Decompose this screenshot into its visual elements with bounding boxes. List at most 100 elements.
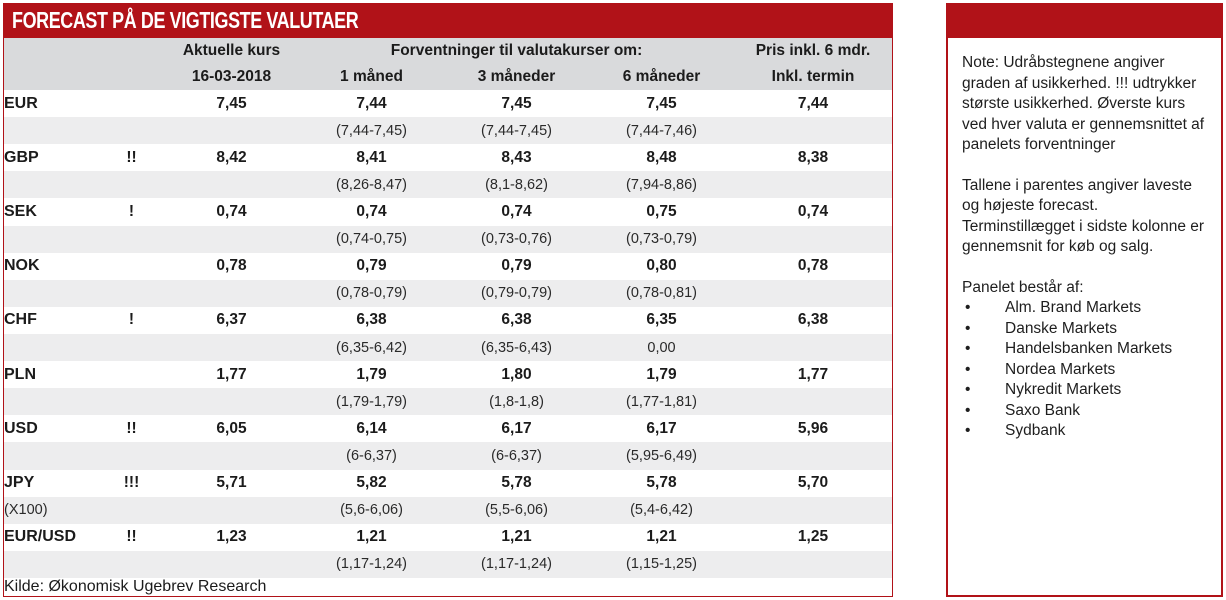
current-rate: 1,77 — [164, 361, 299, 389]
range-6m: (1,77-1,81) — [589, 388, 735, 416]
forecast-6m: 0,80 — [589, 252, 735, 280]
uncertainty-marks: !!! — [99, 469, 164, 497]
currency-subnote — [4, 388, 99, 416]
currency-subnote — [4, 225, 99, 253]
current-rate: 1,23 — [164, 523, 299, 551]
list-item: Saxo Bank — [962, 401, 1211, 422]
forecast-6m: 5,78 — [589, 469, 735, 497]
forecast-1m: 7,44 — [299, 90, 444, 118]
list-item: Danske Markets — [962, 319, 1211, 340]
range-3m: (1,17-1,24) — [444, 550, 589, 578]
empty-cell — [164, 171, 299, 199]
empty-cell — [164, 388, 299, 416]
header-termin: Inkl. termin — [734, 64, 892, 90]
header-empty — [99, 64, 164, 90]
empty-cell — [99, 496, 164, 524]
table-row-range: (8,26-8,47) (8,1-8,62) (7,94-8,86) — [4, 171, 892, 199]
empty-cell — [164, 333, 299, 362]
forecast-6m: 6,35 — [589, 306, 735, 334]
range-3m: (0,73-0,76) — [444, 225, 589, 253]
range-3m: (1,8-1,8) — [444, 388, 589, 416]
panel-member-label: Saxo Bank — [1005, 401, 1080, 419]
currency-code: EUR — [4, 90, 99, 118]
empty-cell — [99, 388, 164, 416]
note-panel: Note: Udråbstegnene angiver graden af us… — [946, 3, 1223, 597]
currency-code: EUR/USD — [4, 523, 99, 551]
forecast-3m: 0,74 — [444, 198, 589, 226]
forecast-3m: 8,43 — [444, 144, 589, 172]
range-6m: (7,94-8,86) — [589, 171, 735, 199]
range-6m: (5,4-6,42) — [589, 496, 735, 524]
empty-cell — [99, 550, 164, 578]
current-rate: 6,37 — [164, 306, 299, 334]
table-row-main: USD !! 6,05 6,14 6,17 6,17 5,96 — [4, 415, 892, 443]
forecast-table-box: Aktuelle kurs Forventninger til valutaku… — [3, 38, 893, 597]
bullet-icon — [962, 421, 1005, 442]
forecast-6m: 0,75 — [589, 198, 735, 226]
bullet-icon — [962, 319, 1005, 340]
empty-cell — [164, 550, 299, 578]
forecast-3m: 6,17 — [444, 415, 589, 443]
termin-price: 1,25 — [734, 523, 892, 551]
range-3m: (6,35-6,43) — [444, 333, 589, 362]
range-3m: (7,44-7,45) — [444, 117, 589, 145]
empty-cell — [99, 442, 164, 470]
header-date: 16-03-2018 — [164, 64, 299, 90]
empty-cell — [734, 442, 892, 470]
empty-cell — [734, 279, 892, 307]
forecast-1m: 6,14 — [299, 415, 444, 443]
note-paragraph: Note: Udråbstegnene angiver graden af us… — [962, 54, 1205, 153]
currency-subnote — [4, 442, 99, 470]
range-1m: (6,35-6,42) — [299, 333, 444, 362]
forecast-3m: 1,80 — [444, 361, 589, 389]
termin-price: 6,38 — [734, 306, 892, 334]
forecast-1m: 8,41 — [299, 144, 444, 172]
range-1m: (0,78-0,79) — [299, 279, 444, 307]
range-1m: (1,79-1,79) — [299, 388, 444, 416]
range-1m: (1,17-1,24) — [299, 550, 444, 578]
currency-code: JPY — [4, 469, 99, 497]
uncertainty-marks: ! — [99, 198, 164, 226]
table-footer: Kilde: Økonomisk Ugebrev Research — [4, 578, 892, 596]
table-row-main: SEK ! 0,74 0,74 0,74 0,75 0,74 — [4, 198, 892, 226]
range-3m: (5,5-6,06) — [444, 496, 589, 524]
header-3-months: 3 måneder — [444, 64, 589, 90]
table-row-range: (6,35-6,42) (6,35-6,43) 0,00 — [4, 333, 892, 362]
panel-members-title: Panelet består af: — [962, 278, 1084, 296]
bullet-icon — [962, 298, 1005, 319]
currency-subnote — [4, 550, 99, 578]
table-row-range: (1,17-1,24) (1,17-1,24) (1,15-1,25) — [4, 550, 892, 578]
forecast-1m: 5,82 — [299, 469, 444, 497]
current-rate: 5,71 — [164, 469, 299, 497]
table-row-range: (6-6,37) (6-6,37) (5,95-6,49) — [4, 442, 892, 470]
forecast-1m: 1,21 — [299, 523, 444, 551]
range-6m: (5,95-6,49) — [589, 442, 735, 470]
range-6m: (0,73-0,79) — [589, 225, 735, 253]
range-6m: (0,78-0,81) — [589, 279, 735, 307]
table-row-range: (X100) (5,6-6,06) (5,5-6,06) (5,4-6,42) — [4, 496, 892, 524]
forecast-panel: FORECAST PÅ DE VIGTIGSTE VALUTAER Aktuel… — [3, 3, 893, 597]
panel-member-label: Sydbank — [1005, 422, 1066, 439]
forecast-6m: 1,79 — [589, 361, 735, 389]
range-6m: (1,15-1,25) — [589, 550, 735, 578]
range-1m: (8,26-8,47) — [299, 171, 444, 199]
table-row-range: (0,78-0,79) (0,79-0,79) (0,78-0,81) — [4, 279, 892, 307]
empty-cell — [734, 496, 892, 524]
forecast-6m: 6,17 — [589, 415, 735, 443]
empty-cell — [164, 225, 299, 253]
table-row-range: (1,79-1,79) (1,8-1,8) (1,77-1,81) — [4, 388, 892, 416]
currency-code: CHF — [4, 306, 99, 334]
range-1m: (0,74-0,75) — [299, 225, 444, 253]
empty-cell — [99, 333, 164, 362]
termin-price: 5,96 — [734, 415, 892, 443]
uncertainty-marks — [99, 90, 164, 118]
forecast-3m: 6,38 — [444, 306, 589, 334]
current-rate: 6,05 — [164, 415, 299, 443]
range-6m: (7,44-7,46) — [589, 117, 735, 145]
termin-price: 0,74 — [734, 198, 892, 226]
current-rate: 8,42 — [164, 144, 299, 172]
forecast-3m: 7,45 — [444, 90, 589, 118]
currency-subnote — [4, 171, 99, 199]
empty-cell — [99, 117, 164, 145]
panel-member-label: Danske Markets — [1005, 319, 1117, 337]
